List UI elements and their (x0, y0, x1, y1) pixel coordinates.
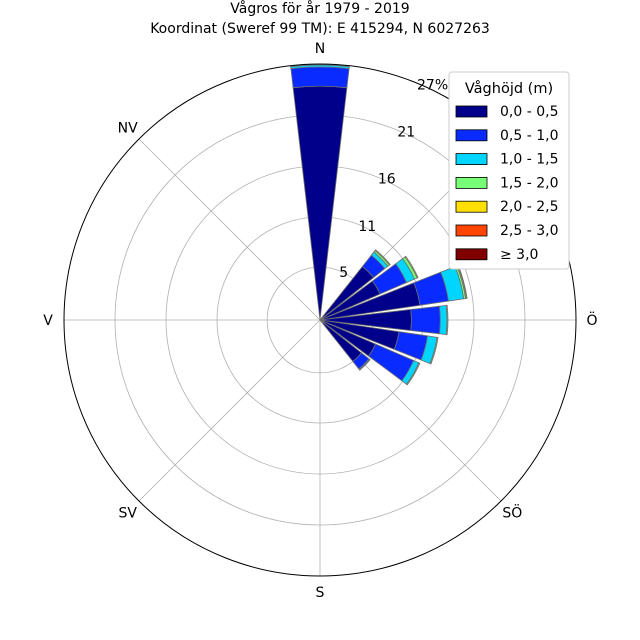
direction-label-2: Ö (586, 311, 597, 329)
direction-label-4: S (316, 585, 325, 601)
legend-swatch-2 (455, 129, 488, 142)
rose-bar-120deg-bin-4 (405, 362, 421, 386)
legend: Våghöjd (m) 0,0 - 0,5 0,5 - 1,0 1,0 - 1,5 1… (448, 71, 570, 270)
legend-frame (448, 71, 570, 270)
ring-label-5: 27% (417, 78, 448, 94)
ring-label-3: 16 (378, 172, 396, 188)
direction-label-3: SÖ (502, 503, 522, 521)
legend-swatch-5 (455, 200, 488, 213)
ring-label-2: 11 (358, 219, 376, 235)
polar-outer-circle (63, 63, 577, 577)
direction-label-0: N (315, 41, 325, 57)
legend-label-2: 0,5 - 1,0 (500, 128, 558, 144)
grid-spoke-sv (138, 319, 321, 502)
legend-title: Våghöjd (m) (465, 80, 553, 97)
ring-label-1: 5 (339, 265, 348, 281)
rose-bar-0deg-bin-4 (290, 64, 350, 68)
rose-bar-0deg-bin-1 (292, 85, 348, 321)
legend-label-5: 2,0 - 2,5 (500, 199, 558, 215)
legend-swatch-7 (455, 248, 488, 261)
legend-swatch-6 (455, 224, 488, 237)
direction-label-5: SV (118, 505, 137, 521)
direction-label-7: NV (118, 121, 138, 137)
chart-title-line-2: Koordinat (Sweref 99 TM): E 415294, N 60… (150, 21, 490, 37)
rose-bar-135deg-bin-4 (358, 358, 371, 371)
rose-bar-90deg-bin-4 (445, 304, 449, 336)
legend-items: 0,0 - 0,5 0,5 - 1,0 1,0 - 1,5 1,5 - 2,0 2,0 … (455, 104, 558, 263)
rose-bars (290, 64, 468, 386)
legend-label-7: ≥ 3,0 (500, 247, 538, 263)
grid-spoke-nv (138, 138, 321, 321)
legend-swatch-3 (455, 153, 488, 166)
legend-label-4: 1,5 - 2,0 (500, 175, 558, 191)
legend-label-6: 2,5 - 3,0 (500, 223, 558, 239)
direction-label-6: V (43, 313, 53, 329)
legend-label-1: 0,0 - 0,5 (500, 104, 558, 120)
rose-bar-45deg-bin-5 (374, 249, 391, 266)
legend-swatch-1 (455, 105, 488, 118)
direction-labels: NNOÖSÖSSVVNV (43, 41, 597, 601)
rose-bar-90deg-bin-2 (410, 305, 441, 335)
rose-bar-0deg-bin-2 (290, 66, 350, 89)
legend-label-3: 1,0 - 1,5 (500, 152, 558, 168)
rose-bar-60deg-bin-5 (404, 255, 419, 279)
rose-bar-105deg-bin-4 (429, 336, 439, 365)
ring-labels: 5 11 16 21 27% (339, 78, 448, 282)
rose-bar-90deg-bin-3 (439, 304, 448, 336)
ring-label-4: 21 (397, 125, 415, 141)
chart-title-line-1: Vågros för år 1979 - 2019 (230, 0, 409, 17)
legend-swatch-4 (455, 176, 488, 189)
